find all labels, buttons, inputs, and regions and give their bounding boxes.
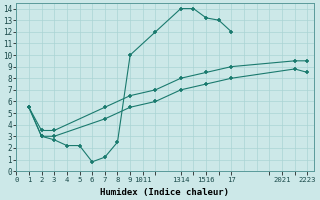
X-axis label: Humidex (Indice chaleur): Humidex (Indice chaleur) xyxy=(100,188,229,197)
